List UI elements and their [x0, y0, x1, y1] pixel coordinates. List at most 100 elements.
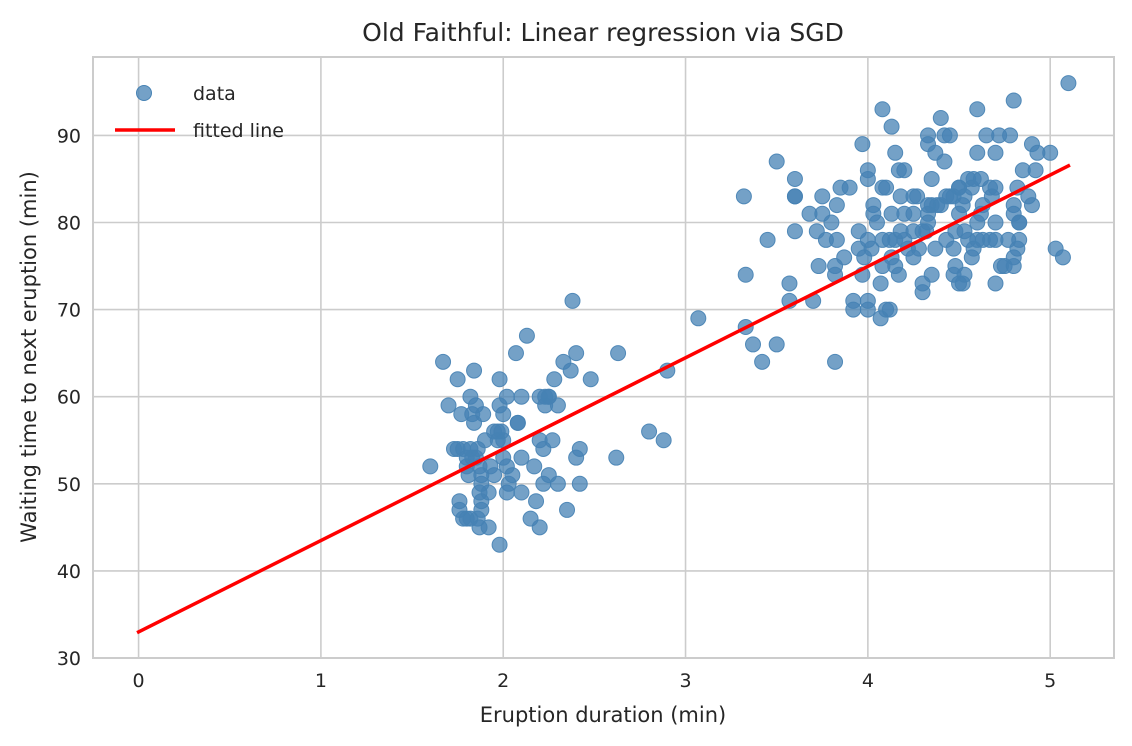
- plot-area: [93, 57, 1114, 658]
- fitted-line-layer: [136, 163, 1071, 635]
- data-point: [513, 449, 530, 466]
- data-point: [735, 188, 752, 205]
- data-point: [859, 292, 876, 309]
- y-tick-label: 60: [57, 387, 81, 409]
- data-point: [513, 388, 530, 405]
- data-point: [827, 353, 844, 370]
- data-point: [1027, 162, 1044, 179]
- data-point: [883, 118, 900, 135]
- data-point: [987, 179, 1004, 196]
- data-point: [909, 188, 926, 205]
- data-point: [526, 458, 543, 475]
- data-point: [690, 310, 707, 327]
- data-point: [969, 144, 986, 161]
- data-point: [582, 371, 599, 388]
- data-point: [854, 136, 871, 153]
- data-point: [872, 275, 889, 292]
- data-point: [491, 371, 508, 388]
- data-point: [1005, 92, 1022, 109]
- data-point: [923, 170, 940, 187]
- data-point: [878, 179, 895, 196]
- data-point: [768, 153, 785, 170]
- data-point: [887, 144, 904, 161]
- y-tick-label: 40: [57, 561, 81, 583]
- data-point: [890, 266, 907, 283]
- data-point: [956, 266, 973, 283]
- data-point: [881, 301, 898, 318]
- x-tick-label: 0: [133, 670, 145, 692]
- data-point: [896, 162, 913, 179]
- data-point: [518, 327, 535, 344]
- data-point: [874, 101, 891, 118]
- data-point: [1023, 197, 1040, 214]
- x-axis-label: Eruption duration (min): [480, 703, 726, 727]
- data-point: [859, 170, 876, 187]
- x-tick-label: 2: [497, 670, 509, 692]
- data-point: [1011, 231, 1028, 248]
- x-tick-label: 4: [862, 670, 874, 692]
- data-point: [571, 440, 588, 457]
- data-point: [546, 371, 563, 388]
- axes-frame: [92, 56, 1115, 659]
- data-point: [987, 214, 1004, 231]
- data-point: [786, 223, 803, 240]
- data-point: [495, 406, 512, 423]
- legend: data fitted line: [115, 83, 284, 142]
- axes-border: [92, 56, 1115, 659]
- data-point: [814, 188, 831, 205]
- data-point: [1042, 144, 1059, 161]
- data-point: [564, 292, 581, 309]
- y-axis-ticks: 30 40 50 60 70 80 90: [57, 125, 81, 670]
- data-point: [449, 371, 466, 388]
- legend-label-data: data: [193, 83, 236, 105]
- data-point: [768, 336, 785, 353]
- data-point: [504, 467, 521, 484]
- data-point: [969, 101, 986, 118]
- data-point: [863, 240, 880, 257]
- data-point: [745, 336, 762, 353]
- data-point: [1060, 75, 1077, 92]
- data-point: [480, 519, 497, 536]
- data-point: [509, 414, 526, 431]
- x-tick-label: 5: [1044, 670, 1056, 692]
- legend-label-fitted-line: fitted line: [193, 120, 284, 142]
- data-point: [528, 493, 545, 510]
- data-point: [610, 345, 627, 362]
- data-point: [491, 536, 508, 553]
- data-point: [549, 475, 566, 492]
- data-point: [498, 388, 515, 405]
- data-point: [422, 458, 439, 475]
- data-point: [786, 170, 803, 187]
- data-point: [544, 432, 561, 449]
- data-point: [945, 240, 962, 257]
- data-point: [513, 484, 530, 501]
- data-point: [987, 144, 1004, 161]
- data-point: [936, 153, 953, 170]
- data-point: [549, 397, 566, 414]
- data-point: [486, 467, 503, 484]
- y-tick-label: 70: [57, 300, 81, 322]
- data-point: [466, 362, 483, 379]
- y-tick-label: 30: [57, 648, 81, 670]
- data-point: [435, 353, 452, 370]
- data-point: [841, 179, 858, 196]
- data-point: [987, 275, 1004, 292]
- data-point: [923, 266, 940, 283]
- data-point: [1011, 214, 1028, 231]
- data-point: [786, 188, 803, 205]
- y-tick-label: 80: [57, 212, 81, 234]
- data-point: [475, 406, 492, 423]
- x-tick-label: 1: [315, 670, 327, 692]
- data-point: [571, 475, 588, 492]
- y-tick-label: 90: [57, 125, 81, 147]
- data-point: [562, 362, 579, 379]
- data-point: [828, 231, 845, 248]
- data-point: [568, 345, 585, 362]
- fitted-line: [136, 163, 1071, 635]
- chart-title: Old Faithful: Linear regression via SGD: [362, 18, 844, 47]
- data-point: [608, 449, 625, 466]
- data-point: [559, 501, 576, 518]
- data-point: [828, 197, 845, 214]
- x-axis-ticks: 0 1 2 3 4 5: [133, 670, 1057, 692]
